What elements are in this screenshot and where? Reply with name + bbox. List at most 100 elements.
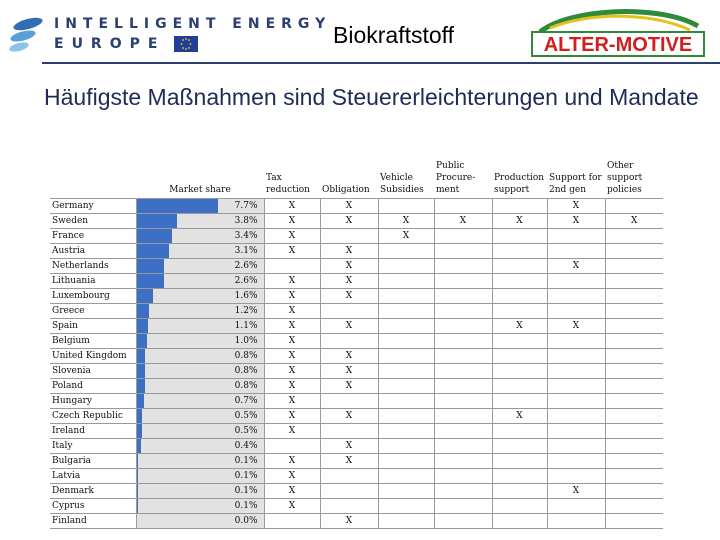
- policy-mark-cell: [604, 408, 663, 424]
- policy-mark-cell: [377, 303, 434, 319]
- market-share-value: 0.5%: [226, 423, 264, 439]
- policy-mark-cell: [604, 513, 663, 529]
- policy-mark-cell: X: [319, 273, 378, 289]
- country-cell: Lithuania: [50, 273, 136, 289]
- policy-mark-cell: X: [546, 483, 605, 499]
- policy-mark-cell: [377, 348, 434, 364]
- policy-mark-cell: [491, 393, 547, 409]
- table-row: Denmark 0.1% X X: [50, 483, 663, 499]
- table-row: Greece 1.2% X: [50, 303, 663, 319]
- policy-mark-cell: [433, 513, 492, 529]
- market-share-bar-cell: [135, 363, 226, 379]
- policy-mark-cell: [546, 378, 605, 394]
- policy-mark-cell: [546, 408, 605, 424]
- market-share-value: 0.1%: [226, 498, 264, 514]
- market-share-value: 7.7%: [226, 198, 264, 214]
- policy-mark-cell: X: [491, 408, 547, 424]
- policy-mark-cell: X: [263, 468, 320, 484]
- biofuel-policy-table: Market share Tax reduction Obligation Ve…: [50, 152, 663, 529]
- table-row: Latvia 0.1% X: [50, 468, 663, 484]
- table-row: Lithuania 2.6% X X: [50, 273, 663, 289]
- market-share-bar-cell: [135, 468, 226, 484]
- policy-mark-cell: [433, 273, 492, 289]
- policy-mark-cell: [433, 243, 492, 259]
- policy-mark-cell: [604, 498, 663, 514]
- market-share-bar-cell: [135, 498, 226, 514]
- country-cell: Spain: [50, 318, 136, 334]
- policy-mark-cell: [433, 438, 492, 454]
- market-share-value: 0.5%: [226, 408, 264, 424]
- policy-mark-cell: [491, 378, 547, 394]
- market-share-bar-cell: [135, 438, 226, 454]
- market-share-value: 1.0%: [226, 333, 264, 349]
- policy-mark-cell: [319, 483, 378, 499]
- country-cell: Latvia: [50, 468, 136, 484]
- policy-mark-cell: X: [319, 243, 378, 259]
- market-share-bar: [136, 424, 142, 438]
- country-cell: Finland: [50, 513, 136, 529]
- market-share-bar: [136, 244, 170, 258]
- policy-mark-cell: [604, 243, 663, 259]
- market-share-bar-cell: [135, 513, 226, 529]
- policy-mark-cell: [433, 453, 492, 469]
- policy-mark-cell: [433, 378, 492, 394]
- header-divider: [42, 62, 720, 64]
- market-share-bar-cell: [135, 423, 226, 439]
- table-row: Belgium 1.0% X: [50, 333, 663, 349]
- market-share-value: 0.4%: [226, 438, 264, 454]
- market-share-bar: [136, 199, 218, 213]
- column-header-market-share: Market share: [169, 185, 231, 195]
- country-cell: Czech Republic: [50, 408, 136, 424]
- policy-mark-cell: X: [546, 318, 605, 334]
- policy-mark-cell: [377, 468, 434, 484]
- policy-mark-cell: X: [491, 318, 547, 334]
- market-share-bar: [136, 229, 173, 243]
- market-share-bar: [136, 349, 145, 363]
- policy-mark-cell: [377, 363, 434, 379]
- policy-mark-cell: [433, 363, 492, 379]
- column-header-production-support: Production support: [494, 173, 545, 195]
- table-row: Germany 7.7% X X X: [50, 198, 663, 214]
- policy-mark-cell: [433, 408, 492, 424]
- table-header-row: Market share Tax reduction Obligation Ve…: [50, 152, 663, 199]
- policy-mark-cell: [491, 468, 547, 484]
- policy-mark-cell: [546, 303, 605, 319]
- country-cell: Slovenia: [50, 363, 136, 379]
- alter-motive-logo: ALTER-MOTIVE: [530, 6, 708, 60]
- market-share-bar-cell: [135, 288, 226, 304]
- policy-mark-cell: [604, 423, 663, 439]
- country-cell: Cyprus: [50, 498, 136, 514]
- policy-mark-cell: [604, 393, 663, 409]
- policy-mark-cell: X: [263, 498, 320, 514]
- market-share-value: 0.8%: [226, 348, 264, 364]
- policy-mark-cell: [319, 303, 378, 319]
- policy-mark-cell: [546, 333, 605, 349]
- policy-mark-cell: X: [319, 318, 378, 334]
- market-share-bar-cell: [135, 228, 226, 244]
- policy-mark-cell: [491, 423, 547, 439]
- policy-mark-cell: X: [377, 228, 434, 244]
- policy-mark-cell: [433, 198, 492, 214]
- market-share-bar: [136, 259, 164, 273]
- policy-mark-cell: [377, 513, 434, 529]
- market-share-value: 0.8%: [226, 363, 264, 379]
- policy-mark-cell: [491, 438, 547, 454]
- column-header-tax-reduction: Tax reduction: [266, 173, 310, 195]
- policy-mark-cell: X: [263, 213, 320, 229]
- market-share-bar: [136, 274, 164, 288]
- policy-mark-cell: [377, 393, 434, 409]
- policy-mark-cell: [377, 483, 434, 499]
- intelligent-energy-europe-logo: INTELLIGENT ENERGY EUROPE: [6, 12, 325, 56]
- policy-mark-cell: X: [263, 198, 320, 214]
- logo-line-1: INTELLIGENT ENERGY: [54, 16, 332, 32]
- market-share-bar-cell: [135, 483, 226, 499]
- country-cell: Greece: [50, 303, 136, 319]
- market-share-bar: [136, 454, 138, 468]
- policy-mark-cell: [491, 348, 547, 364]
- policy-mark-cell: X: [263, 288, 320, 304]
- market-share-bar-cell: [135, 243, 226, 259]
- policy-mark-cell: [546, 363, 605, 379]
- policy-mark-cell: X: [263, 453, 320, 469]
- policy-mark-cell: X: [263, 348, 320, 364]
- market-share-bar: [136, 484, 138, 498]
